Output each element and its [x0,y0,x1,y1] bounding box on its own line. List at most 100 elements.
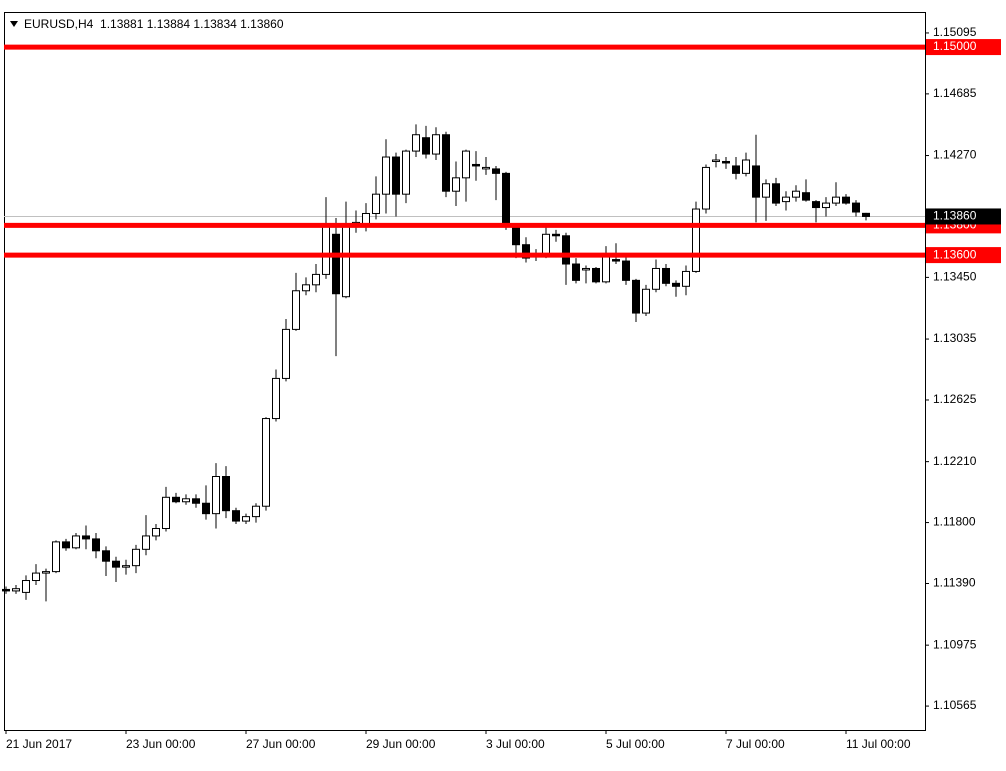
candle-body [722,160,730,164]
candle-body [142,535,150,550]
candle-body [612,259,620,262]
y-tick-label: 1.11390 [933,576,976,590]
candle-body [572,263,580,281]
candle-body [502,172,510,226]
candle-body [292,290,300,330]
chart-title: EURUSD,H4 1.13881 1.13884 1.13834 1.1386… [24,17,284,31]
level-label-box [926,39,1001,56]
x-tick-label: 7 Jul 00:00 [726,737,785,751]
candle-body [82,535,90,540]
x-tick-label: 5 Jul 00:00 [606,737,665,751]
candle-body [442,134,450,192]
candle-body [822,202,830,209]
level-label: 1.15000 [933,39,977,53]
candle-body [852,202,860,213]
candle-body [262,418,270,507]
candle-body [482,166,490,170]
candle-body [102,550,110,562]
candle-body [62,541,70,549]
candle-body [122,565,130,568]
y-tick-label: 1.10565 [933,698,977,712]
candle-body [92,538,100,552]
candle-body [182,498,190,503]
candle-body [402,150,410,195]
candle-body [412,134,420,152]
candle-body [842,196,850,204]
y-tick-label: 1.12625 [933,392,977,406]
candle-body [422,137,430,155]
candle-body [832,196,840,204]
candle-body [802,192,810,201]
candle-body [462,150,470,179]
candle-body [272,377,280,420]
candle-body [632,279,640,314]
candle-body [212,476,220,515]
candle-body [812,201,820,209]
candle-body [52,541,60,573]
plot-frame [4,12,926,731]
y-tick-label: 1.11800 [933,515,976,529]
level-label-box [926,247,1001,264]
candle-body [662,267,670,284]
candle-body [672,282,680,287]
candle-body [542,233,550,255]
x-tick-label: 11 Jul 00:00 [846,737,911,751]
candle-body [242,516,250,522]
candle-body [382,156,390,195]
candle-body [652,267,660,290]
x-tick-label: 23 Jun 00:00 [126,737,196,751]
x-tick-label: 3 Jul 00:00 [486,737,545,751]
candle-body [702,166,710,210]
candle-body [392,156,400,195]
candle-body [252,505,260,518]
x-tick-label: 21 Jun 2017 [6,737,72,751]
y-tick-label: 1.12210 [933,454,977,468]
candle-body [682,270,690,287]
y-tick-label: 1.14270 [933,148,977,162]
candle-body [322,223,330,275]
y-tick-label: 1.13450 [933,270,977,284]
candle-body [472,163,480,167]
candle-body [562,235,570,265]
candle-body [792,190,800,198]
y-tick-label: 1.13035 [933,331,977,345]
candle-body [162,496,170,530]
candle-body [522,244,530,259]
y-tick-label: 1.14685 [933,86,977,100]
candle-body [222,476,230,512]
candle-body [152,528,160,537]
candle-body [742,159,750,174]
candle-body [782,196,790,203]
candle-body [862,212,870,217]
x-tick-label: 29 Jun 00:00 [366,737,436,751]
candle-body [132,548,140,567]
x-tick-label: 27 Jun 00:00 [246,737,316,751]
candle-body [492,168,500,174]
candle-body [692,208,700,272]
candle-body [342,226,350,298]
candle-body [72,535,80,549]
current-price-box [926,208,1001,225]
candle-body [112,560,120,568]
candle-body [622,260,630,281]
candle-body [282,328,290,379]
candle-body [732,165,740,174]
candle-body [512,226,520,246]
candle-body [32,572,40,582]
candle-body [432,134,440,155]
candle-body [582,267,590,271]
y-tick-label: 1.15095 [933,25,977,39]
candle-body [302,284,310,292]
candle-body [232,510,240,522]
candle-body [372,193,380,214]
candle-body [752,165,760,198]
candle-body [12,588,20,592]
candle-body [332,233,340,295]
current-price-label: 1.13860 [933,209,977,223]
candle-body [22,580,30,593]
candle-body [772,183,780,204]
menu-triangle[interactable] [10,21,18,27]
candle-body [762,183,770,198]
